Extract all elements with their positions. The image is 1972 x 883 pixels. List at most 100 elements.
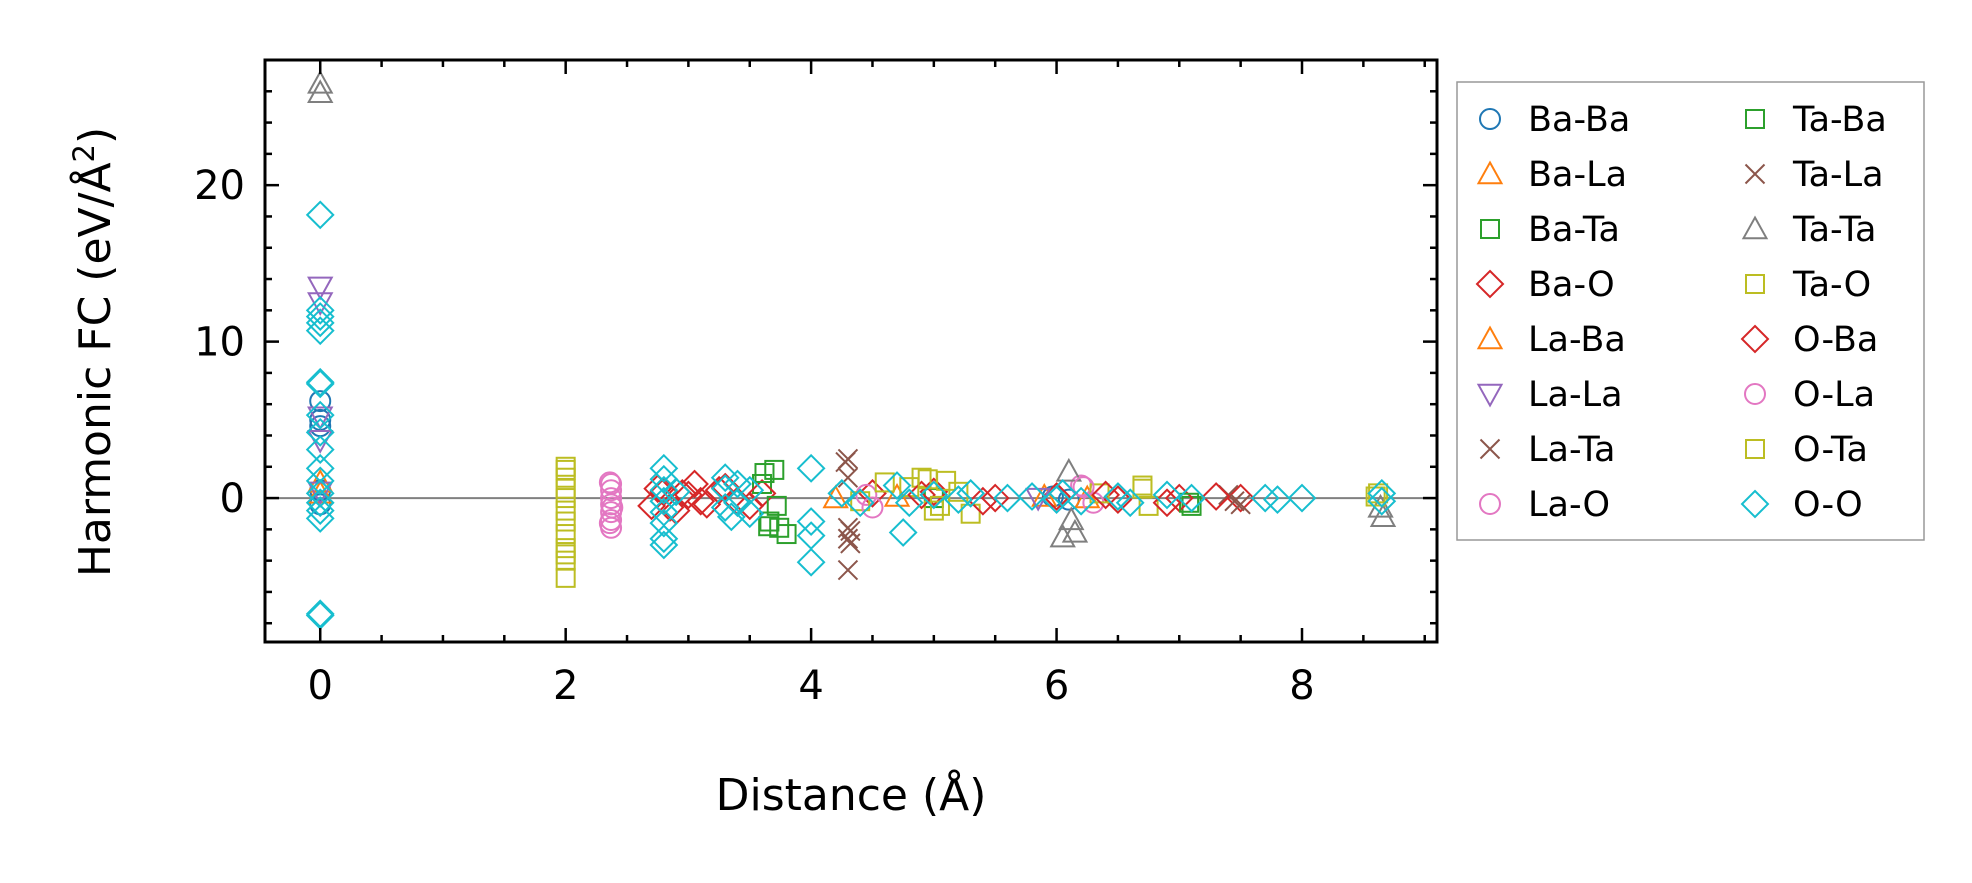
- data-point-o-o: [305, 599, 335, 629]
- data-point-o-o: [888, 518, 918, 547]
- data-point-o-o: [882, 471, 912, 500]
- data-point-ta-o: [850, 491, 871, 512]
- data-point-ba-ta: [776, 524, 797, 545]
- data-point-o-o: [305, 308, 335, 338]
- data-point-ta-ta: [1061, 518, 1089, 543]
- data-point-la-la: [307, 406, 334, 431]
- data-point-o-o: [735, 475, 765, 505]
- data-point-la-la: [307, 276, 334, 301]
- x-tick-label: 4: [798, 663, 823, 709]
- data-point-o-la: [1072, 476, 1095, 499]
- y-axis-title-close: ): [70, 127, 121, 144]
- data-point-o-o: [305, 503, 335, 533]
- legend-marker-la-o: [1479, 493, 1501, 515]
- legend-label-o-o: O-O: [1793, 485, 1863, 525]
- data-point-o-ba: [649, 477, 679, 507]
- data-point-o-o: [649, 524, 679, 554]
- data-point-ta-la: [835, 451, 856, 473]
- data-point-ta-o: [555, 511, 576, 532]
- data-point-o-ta: [555, 544, 576, 565]
- legend-label-o-ta: O-Ta: [1793, 430, 1868, 470]
- legend-marker-o-ba: [1740, 324, 1770, 354]
- legend-label-ba-o: Ba-O: [1528, 265, 1615, 305]
- data-point-ba-o: [643, 474, 673, 504]
- legend-marker-o-o: [1740, 489, 1770, 519]
- data-point-ta-o: [555, 567, 576, 588]
- legend: Ba-Ba Ba-La Ba-Ta Ba-O La-Ba La-La La-Ta La-O Ta…: [1456, 81, 1925, 541]
- data-markers: [305, 69, 1397, 630]
- data-point-o-ba: [968, 486, 998, 516]
- data-point-o-o: [1177, 483, 1206, 513]
- data-point-o-o: [943, 485, 973, 515]
- data-point-o-la: [598, 471, 621, 494]
- data-point-o-o: [1042, 485, 1071, 515]
- data-point-ta-ba: [754, 463, 775, 484]
- legend-marker-ta-ta: [1741, 215, 1769, 240]
- data-point-o-o: [796, 507, 826, 536]
- data-point-ba-o: [858, 478, 887, 508]
- legend-label-ta-ta: Ta-Ta: [1792, 210, 1876, 250]
- data-point-o-o: [661, 477, 691, 507]
- data-point-ta-ba: [758, 516, 779, 537]
- data-point-o-o: [796, 453, 826, 483]
- x-tick-label: 6: [1044, 663, 1069, 709]
- y-axis-title-main: Harmonic FC (eV/Å: [68, 162, 121, 577]
- legend-marker-o-la: [1744, 383, 1766, 405]
- data-point-ta-ta: [1055, 457, 1083, 482]
- data-point-o-o: [1367, 486, 1397, 516]
- data-point-o-o: [305, 200, 335, 230]
- legend-label-ba-ba: Ba-Ba: [1528, 100, 1630, 140]
- data-point-o-ta: [1132, 475, 1153, 496]
- data-point-ba-o: [680, 469, 709, 499]
- data-point-ta-o: [555, 467, 576, 488]
- data-point-o-o: [993, 483, 1022, 513]
- data-point-ta-o: [874, 472, 895, 493]
- data-point-o-o: [735, 499, 765, 529]
- data-point-la-ba: [307, 468, 334, 493]
- data-point-o-ba: [907, 480, 936, 510]
- legend-marker-la-ta: [1479, 438, 1501, 460]
- data-point-ta-o: [948, 481, 969, 502]
- data-point-o-o: [1287, 483, 1317, 513]
- data-point-o-o: [710, 463, 740, 493]
- legend-label-la-la: La-La: [1528, 375, 1623, 415]
- data-point-ta-o: [555, 500, 576, 521]
- legend-marker-ba-ta: [1480, 219, 1500, 239]
- y-axis-title-superscript: 2: [67, 144, 101, 162]
- data-point-o-o: [305, 400, 335, 430]
- data-point-o-o: [305, 295, 335, 325]
- data-point-o-o: [305, 466, 335, 496]
- data-point-la-o: [600, 479, 623, 502]
- data-point-ta-o: [555, 550, 576, 571]
- data-point-o-la: [601, 496, 624, 519]
- data-point-o-o: [305, 488, 335, 518]
- data-point-o-ba: [686, 486, 716, 516]
- data-point-o-o: [305, 316, 335, 346]
- data-point-la-ta: [1230, 494, 1251, 515]
- data-point-ta-o: [555, 488, 576, 509]
- data-point-o-o: [305, 367, 335, 397]
- legend-label-ta-o: Ta-O: [1792, 265, 1871, 305]
- data-point-ba-o: [980, 483, 1010, 513]
- data-point-la-o: [600, 487, 623, 510]
- axis-ticks: [265, 58, 1437, 642]
- data-point-o-o: [1017, 482, 1047, 511]
- data-point-o-o: [649, 475, 679, 505]
- data-point-o-ta: [555, 456, 576, 477]
- data-point-o-o: [894, 488, 924, 518]
- data-point-o-o: [649, 486, 679, 516]
- data-point-ta-ta: [307, 79, 334, 104]
- legend-label-la-o: La-O: [1528, 485, 1610, 525]
- data-point-la-ta: [837, 559, 859, 581]
- data-point-o-o: [305, 496, 335, 525]
- legend-label-ta-ba: Ta-Ba: [1792, 100, 1887, 140]
- data-point-o-o: [1367, 478, 1397, 508]
- data-point-ba-la: [1031, 482, 1058, 507]
- data-point-o-ba: [1091, 480, 1121, 510]
- data-point-o-o: [649, 530, 679, 560]
- data-point-o-la: [861, 496, 884, 519]
- data-point-ta-ta: [1049, 523, 1076, 548]
- y-tick-label: 0: [220, 476, 245, 522]
- legend-marker-la-ba: [1476, 325, 1504, 350]
- data-point-o-o: [796, 547, 826, 577]
